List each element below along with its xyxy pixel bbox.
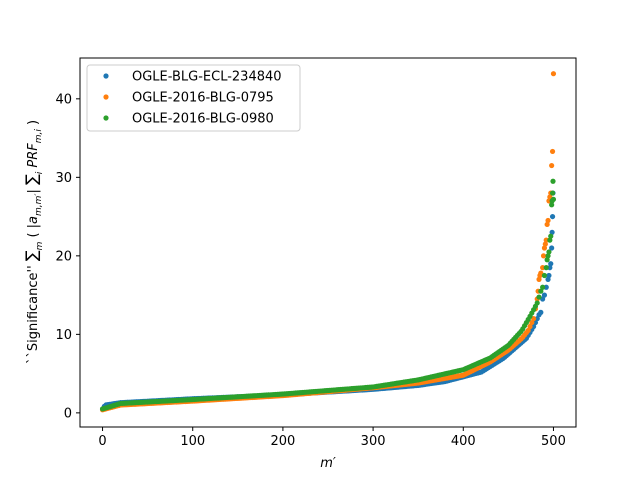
x-tick-label-400: 400 [451,434,476,449]
series-1-point [547,265,553,271]
series-1-point [549,213,556,220]
legend-label-1: OGLE-BLG-ECL-234840 [132,70,282,85]
legend-box [86,64,301,132]
y-axis: 0 10 20 30 40 [55,92,80,421]
series-3-point [543,265,549,271]
series-3-point [550,196,557,202]
series-1-point [538,309,544,315]
x-axis: 0 100 200 300 400 500 [98,427,566,449]
series-2-point [540,253,547,259]
series-3-point [536,294,542,300]
series-2-point [536,276,542,282]
series-layer [99,71,557,413]
series-3-point [538,288,544,294]
y-tick-label-10: 10 [55,328,72,343]
series-2-point [541,245,548,251]
series-3-point [544,257,550,263]
series-2-point [549,162,555,169]
series-2-point [525,327,531,334]
series-3-point [540,284,546,290]
series-1-point [546,272,552,279]
series-3-point [545,253,551,259]
series-2-point [542,241,548,247]
series-1-point [532,319,539,326]
series-3-point [541,272,548,279]
legend: OGLE-BLG-ECL-234840 OGLE-2016-BLG-0795 OGL… [86,64,301,132]
series-2-point [527,323,533,330]
series-1-point [543,284,549,290]
series-3-point [549,190,556,196]
x-tick-label-200: 200 [270,434,295,449]
series-2-point [544,221,550,228]
x-tick-label-500: 500 [541,434,566,449]
series-3-point [548,233,554,239]
series-3 [99,178,557,412]
y-tick-label-40: 40 [55,92,72,107]
legend-marker-1 [103,73,109,79]
series-2-point [550,71,557,77]
y-axis-label: ``Significance'' ∑m ( |am,m′| ∑i PRFm,i … [22,120,45,364]
y-tick-label-20: 20 [55,249,72,264]
legend-label-3: OGLE-2016-BLG-0980 [132,112,274,127]
legend-marker-2 [103,94,109,100]
series-2-point [529,319,535,326]
series-1-point [531,323,537,330]
series-2-point [540,265,546,271]
series-2-point [543,237,549,243]
x-tick-label-100: 100 [180,434,205,449]
series-3-point [546,249,552,255]
series-2-point [545,217,551,224]
series-3-point [534,300,540,306]
series-1-point [541,292,548,298]
legend-marker-3 [103,115,109,121]
series-3-point [549,202,555,208]
series-1-point [545,276,551,282]
x-tick-label-0: 0 [98,434,106,449]
series-3-point [547,237,553,243]
y-tick-label-30: 30 [55,171,72,186]
x-axis-label: m′ [320,456,336,471]
series-2-point [549,148,556,155]
y-tick-label-0: 0 [64,406,72,421]
series-1-point [548,261,554,267]
series-3-point [550,178,556,184]
legend-label-2: OGLE-2016-BLG-0795 [132,91,274,106]
series-1-point [534,316,540,322]
series-1-point [549,245,555,251]
plot-frame [79,57,577,428]
series-1-point [549,229,555,235]
x-tick-label-300: 300 [361,434,386,449]
